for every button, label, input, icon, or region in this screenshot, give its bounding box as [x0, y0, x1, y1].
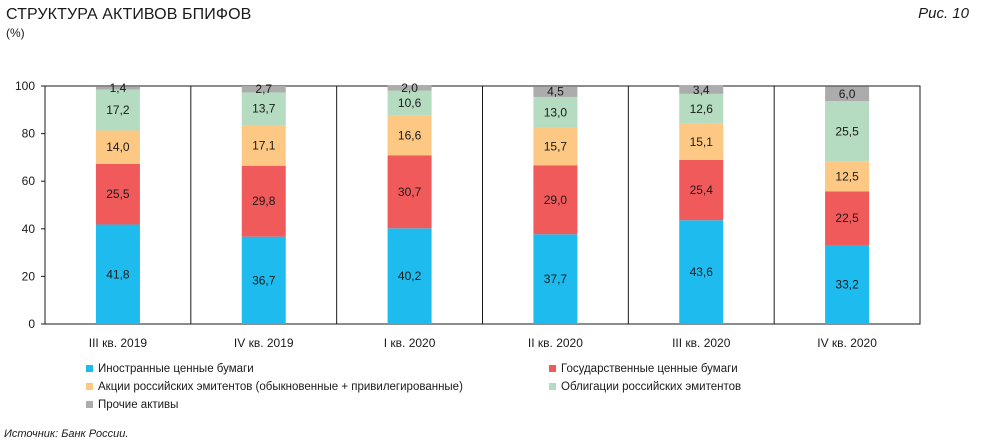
bar-segment: [387, 115, 432, 156]
legend-label: Акции российских эмитентов (обыкновенные…: [98, 381, 463, 393]
bar-segment: [825, 191, 870, 245]
data-label: 29,0: [544, 193, 568, 207]
bars: 41,8 25,5 14,0 17,2 1,4 36,7 29,8 17,1 13,7 2,7 40…: [95, 81, 870, 324]
plot-frame: [44, 85, 921, 325]
data-label: 2,0: [401, 81, 418, 95]
y-tick-label: 100: [15, 79, 35, 93]
x-tick-label: III кв. 2020: [672, 336, 731, 350]
bar-segment: [679, 159, 724, 221]
data-label: 6,0: [839, 87, 856, 101]
y-axis: 0 20 40 60 80 100: [15, 79, 45, 331]
data-label: 22,5: [835, 211, 859, 225]
x-tick-label: IV кв. 2020: [817, 336, 877, 350]
bar-segment: [241, 236, 286, 324]
bar-segment: [241, 165, 286, 237]
unit-label: (%): [6, 26, 25, 40]
x-tick-label: III кв. 2019: [89, 336, 148, 350]
bar-segment: [95, 130, 140, 164]
bar-segment: [387, 228, 432, 324]
y-tick-label: 60: [22, 174, 36, 188]
bar-segment: [679, 220, 724, 324]
data-label: 25,5: [835, 124, 859, 138]
bar-segment: [825, 161, 870, 192]
x-tick-label: II кв. 2020: [528, 336, 583, 350]
data-label: 14,0: [106, 140, 130, 154]
x-tick-label: IV кв. 2019: [234, 336, 294, 350]
figure-number: Рис. 10: [918, 5, 969, 22]
data-label: 12,5: [835, 170, 859, 184]
data-label: 13,7: [252, 102, 276, 116]
legend-swatch: [86, 365, 93, 372]
data-label: 15,1: [690, 135, 714, 149]
x-tick-label: I кв. 2020: [384, 336, 436, 350]
y-tick-label: 40: [22, 222, 36, 236]
bar-segment: [533, 127, 578, 166]
data-label: 1,4: [110, 81, 127, 95]
data-label: 43,6: [690, 265, 714, 279]
chart-title: СТРУКТУРА АКТИВОВ БПИФОВ: [6, 6, 252, 23]
data-label: 16,6: [398, 129, 422, 143]
data-label: 29,8: [252, 194, 276, 208]
legend-swatch: [86, 401, 93, 408]
data-label: 17,1: [252, 138, 276, 152]
data-label: 36,7: [252, 273, 276, 287]
legend-swatch: [549, 365, 556, 372]
y-tick-label: 80: [22, 127, 36, 141]
bar-segment: [825, 244, 870, 324]
data-label: 3,4: [693, 83, 710, 97]
data-label: 17,2: [106, 103, 130, 117]
bar-segment: [679, 93, 724, 124]
data-label: 4,5: [547, 85, 564, 99]
bar-segment: [387, 85, 432, 91]
data-label: 37,7: [544, 272, 568, 286]
data-label: 25,5: [106, 187, 130, 201]
bar-segment: [241, 86, 286, 93]
bar-segment: [533, 165, 578, 235]
x-axis: III кв. 2019 IV кв. 2019 I кв. 2020 II кв. …: [89, 336, 877, 350]
bar-segment: [533, 86, 578, 97]
legend-swatch: [549, 383, 556, 390]
data-label: 13,0: [544, 105, 568, 119]
data-label: 2,7: [255, 82, 272, 96]
data-label: 41,8: [106, 267, 130, 281]
bar-segment: [95, 86, 140, 90]
bar-segment: [95, 224, 140, 324]
data-label: 30,7: [398, 185, 422, 199]
data-label: 12,6: [690, 102, 714, 116]
bar-segment: [679, 123, 724, 160]
data-label: 40,2: [398, 269, 422, 283]
y-tick-label: 20: [22, 269, 36, 283]
bar-segment: [387, 90, 432, 116]
legend-swatch: [86, 383, 93, 390]
y-tick-label: 0: [28, 317, 35, 331]
legend: Иностранные ценные бумаги Государственные…: [86, 363, 741, 411]
legend-label: Прочие активы: [98, 399, 178, 411]
data-label: 15,7: [544, 140, 568, 154]
bar-segment: [533, 96, 578, 128]
data-label: 25,4: [690, 183, 714, 197]
bar-segment: [533, 234, 578, 324]
bar-segment: [241, 125, 286, 166]
bar-segment: [825, 100, 870, 162]
bar-segment: [95, 163, 140, 225]
bar-segment: [825, 86, 870, 101]
data-label: 33,2: [835, 277, 859, 291]
bar-segment: [241, 92, 286, 126]
legend-label: Облигации российских эмитентов: [561, 381, 741, 393]
legend-label: Государственные ценные бумаги: [561, 363, 738, 375]
data-label: 10,6: [398, 96, 422, 110]
bar-segment: [387, 155, 432, 229]
bar-segment: [95, 89, 140, 131]
source-note: Источник: Банк России.: [4, 428, 129, 440]
legend-label: Иностранные ценные бумаги: [98, 363, 254, 375]
bar-segment: [679, 85, 724, 94]
